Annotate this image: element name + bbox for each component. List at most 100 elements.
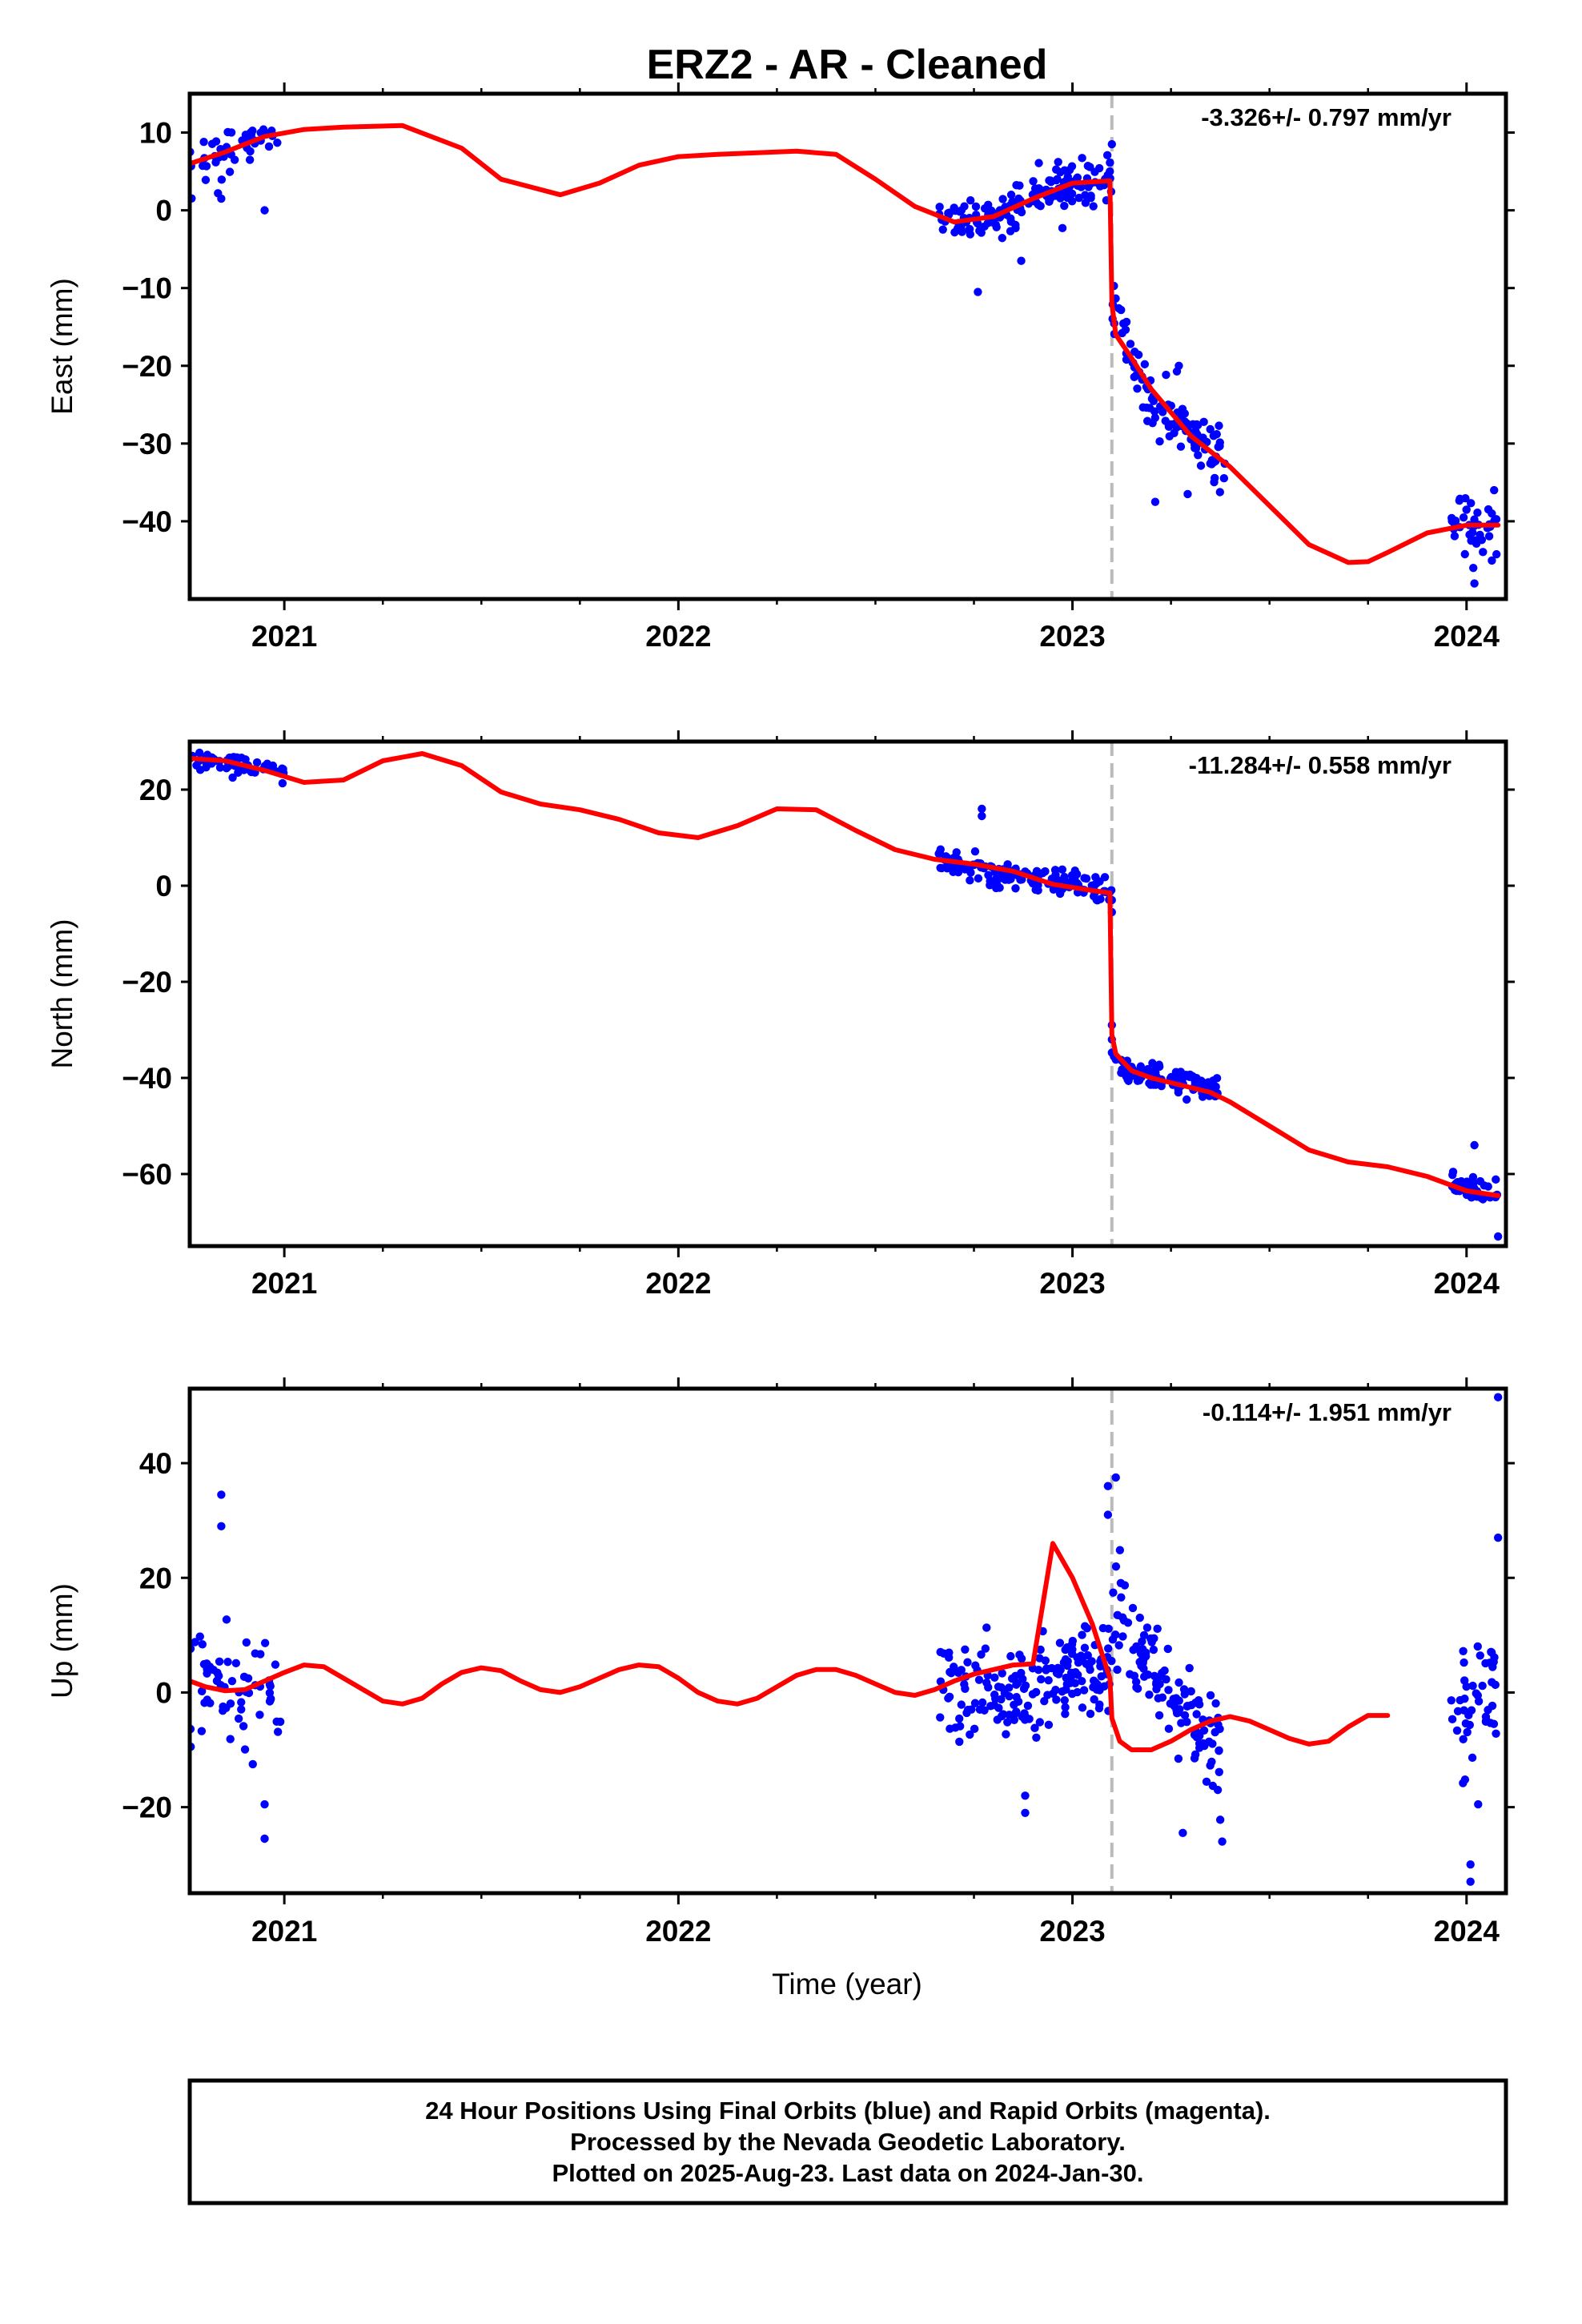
observation-point xyxy=(957,206,966,215)
observation-point xyxy=(192,761,201,770)
observation-point xyxy=(1086,1709,1095,1719)
observation-point xyxy=(1036,202,1045,211)
observation-point xyxy=(237,1705,246,1714)
observation-point xyxy=(217,194,226,203)
observation-point xyxy=(1138,1655,1146,1665)
observation-point xyxy=(1215,421,1223,430)
observation-point xyxy=(950,203,958,212)
observation-point xyxy=(970,1699,980,1707)
observation-point xyxy=(1040,1696,1049,1706)
observation-point xyxy=(1113,1665,1122,1675)
observation-point xyxy=(1080,1643,1090,1652)
observation-point xyxy=(1013,1679,1022,1688)
observation-point xyxy=(982,1623,991,1632)
observation-point xyxy=(1078,1676,1086,1686)
observation-point xyxy=(1065,166,1074,175)
observation-point xyxy=(1012,181,1021,190)
observation-point xyxy=(1035,1654,1044,1663)
observation-point xyxy=(1492,1175,1500,1184)
observation-point xyxy=(1162,370,1170,380)
observation-point xyxy=(217,1522,226,1531)
observation-point xyxy=(1460,1706,1468,1715)
observation-point xyxy=(966,1730,974,1739)
observation-point xyxy=(981,1644,990,1653)
observation-point xyxy=(1204,1078,1213,1087)
observation-point xyxy=(1455,497,1464,505)
observation-point xyxy=(1062,1679,1071,1689)
observation-point xyxy=(1082,1624,1091,1633)
observation-point xyxy=(963,1705,973,1715)
observation-point xyxy=(1011,884,1020,893)
plot-area xyxy=(190,1393,1503,1886)
observation-point xyxy=(1215,441,1224,451)
observation-point xyxy=(1211,1699,1220,1708)
observation-point xyxy=(946,1669,956,1678)
observation-point xyxy=(1003,1718,1012,1727)
observation-point xyxy=(234,1714,243,1723)
observation-point xyxy=(215,763,225,772)
observation-point xyxy=(1092,895,1101,904)
observation-point xyxy=(1482,1715,1491,1725)
observation-point xyxy=(1100,873,1110,882)
observation-point xyxy=(226,1699,235,1708)
observation-point xyxy=(1053,175,1062,183)
observation-point xyxy=(954,1714,964,1723)
observation-point xyxy=(223,1658,232,1667)
observation-point xyxy=(1468,1681,1477,1691)
observation-point xyxy=(1016,875,1025,884)
observation-point xyxy=(1145,1079,1154,1088)
observation-point xyxy=(1138,403,1147,412)
observation-point xyxy=(955,1737,964,1747)
observation-point xyxy=(1130,348,1139,356)
observation-point xyxy=(1005,1711,1014,1719)
observation-point xyxy=(1087,881,1096,890)
observation-point xyxy=(1180,1711,1190,1720)
observation-point xyxy=(1142,1623,1152,1632)
observation-point xyxy=(1183,489,1192,499)
observation-point xyxy=(1021,1808,1030,1817)
observation-point xyxy=(1484,532,1494,541)
observation-point xyxy=(1028,1690,1038,1699)
observation-point xyxy=(1162,1675,1170,1684)
observation-point xyxy=(1030,1723,1039,1732)
observation-point xyxy=(966,876,974,885)
observation-point xyxy=(1213,1785,1223,1795)
observation-point xyxy=(1452,1726,1462,1735)
observation-point xyxy=(1034,886,1042,895)
observation-point xyxy=(1490,485,1499,495)
observation-point xyxy=(1131,371,1141,380)
observation-point xyxy=(1194,451,1203,460)
observation-point xyxy=(1135,1613,1144,1622)
observation-point xyxy=(961,1645,970,1654)
observation-point xyxy=(1045,176,1054,185)
observation-point xyxy=(222,764,231,773)
y-tick-label: −40 xyxy=(122,505,172,538)
observation-point xyxy=(1061,1703,1070,1712)
observation-point xyxy=(1467,499,1476,508)
observation-point xyxy=(1103,1510,1113,1519)
observation-point xyxy=(278,778,287,788)
y-tick-label: 0 xyxy=(155,195,172,227)
observation-point xyxy=(1109,1588,1118,1597)
observation-point xyxy=(217,1490,226,1499)
observation-point xyxy=(273,1727,283,1736)
observation-point xyxy=(1485,1659,1494,1667)
observation-point xyxy=(1456,1695,1464,1705)
observation-point xyxy=(1470,1140,1479,1150)
observation-point xyxy=(1055,889,1065,899)
observation-point xyxy=(1158,1693,1167,1702)
observation-point xyxy=(1081,199,1090,207)
observation-point xyxy=(1200,1741,1209,1751)
observation-point xyxy=(1017,1655,1026,1663)
observation-point xyxy=(260,1799,269,1809)
observation-point xyxy=(1091,873,1100,882)
observation-point xyxy=(1103,1482,1113,1490)
observation-point xyxy=(990,1700,999,1710)
observation-point xyxy=(1061,1710,1070,1719)
velocity-rate-label: -11.284+/- 0.558 mm/yr xyxy=(1189,751,1452,779)
observation-point xyxy=(1177,1074,1186,1084)
y-tick-label: −40 xyxy=(122,1062,172,1095)
observation-point xyxy=(234,768,243,778)
observation-point xyxy=(938,225,947,234)
observation-point xyxy=(1465,530,1474,539)
